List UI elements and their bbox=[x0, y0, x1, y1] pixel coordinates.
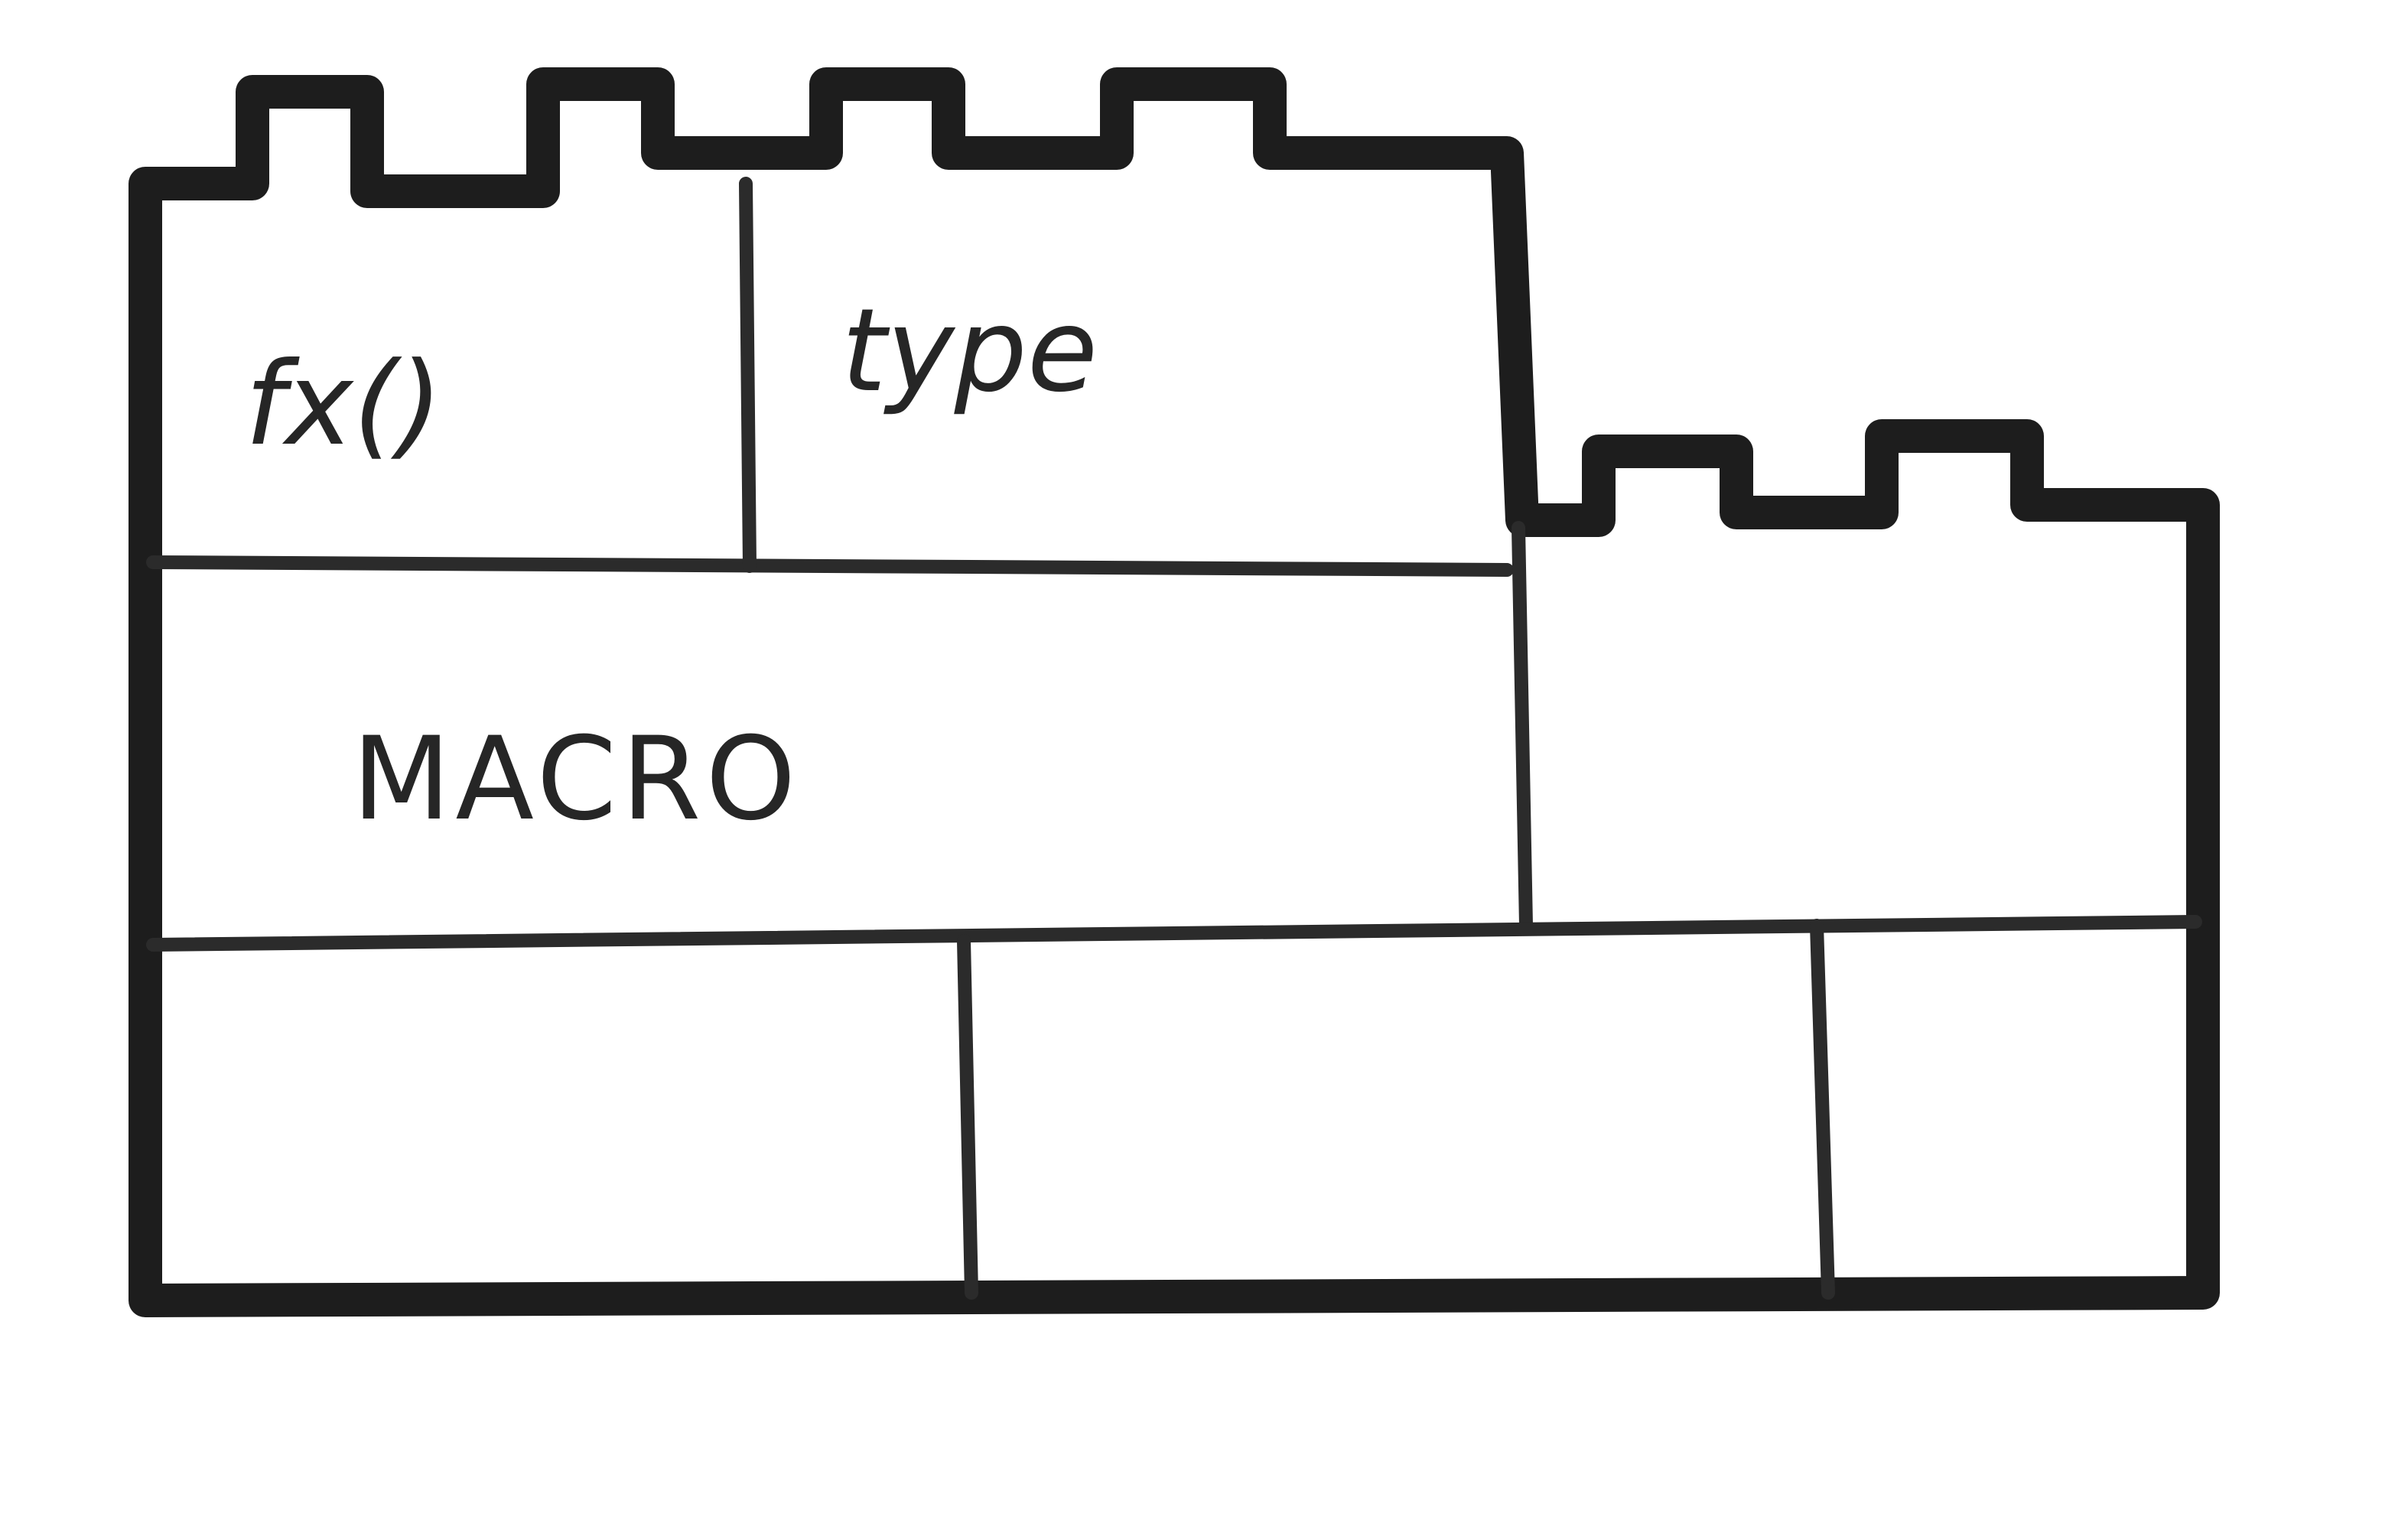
row-divider-bottom bbox=[146, 915, 2202, 952]
divider-macro-right bbox=[1512, 521, 1533, 932]
divider-bottom-left bbox=[957, 934, 978, 1300]
divider-bottom-right bbox=[1810, 919, 1835, 1300]
block-label-fx: fx() bbox=[245, 338, 443, 471]
block-label-type: type bbox=[841, 285, 1098, 418]
brick-wall-outline bbox=[129, 67, 2220, 1317]
block-label-macro: MACRO bbox=[352, 713, 800, 846]
row-divider-top bbox=[146, 555, 1514, 577]
divider-fx-type bbox=[739, 177, 757, 573]
